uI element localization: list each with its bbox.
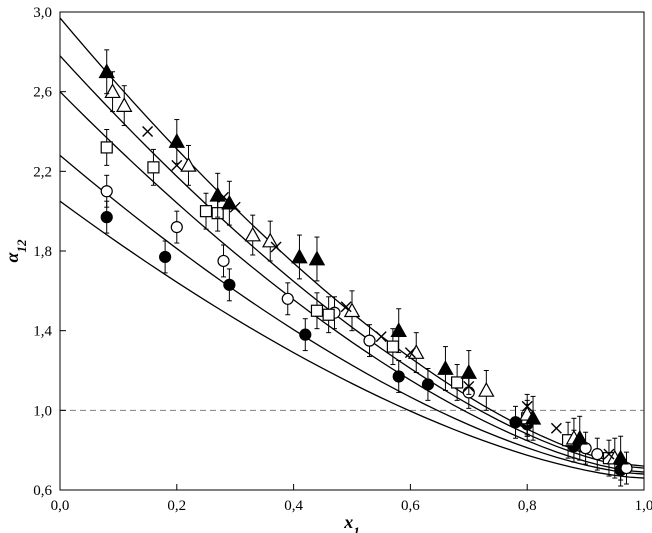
- y-tick-label: 2,6: [33, 85, 52, 101]
- x-tick-label: 0,0: [51, 498, 70, 514]
- y-tick-label: 1,0: [33, 403, 52, 419]
- y-tick-label: 3,0: [33, 5, 52, 21]
- x-tick-label: 0,6: [401, 498, 420, 514]
- y-tick-label: 2,2: [33, 164, 52, 180]
- x-tick-label: 0,2: [167, 498, 186, 514]
- y-tick-label: 0,6: [33, 483, 52, 499]
- chart-svg: 0,6 1,0 1,4 1,8 2,2 2,6 3,0 0,0 0,2 0,4 0,6 0,8 1,0 α…: [0, 0, 652, 533]
- y-axis-title: α12: [2, 239, 29, 262]
- y-tick-label: 1,8: [33, 244, 52, 260]
- x-tick-label: 0,8: [518, 498, 537, 514]
- x-tick-label: 1,0: [635, 498, 652, 514]
- x-tick-label: 0,4: [284, 498, 303, 514]
- chart-container: 0,6 1,0 1,4 1,8 2,2 2,6 3,0 0,0 0,2 0,4 0,6 0,8 1,0 α…: [0, 0, 652, 533]
- x-axis-title: x1: [343, 512, 360, 533]
- y-tick-label: 1,4: [33, 324, 52, 340]
